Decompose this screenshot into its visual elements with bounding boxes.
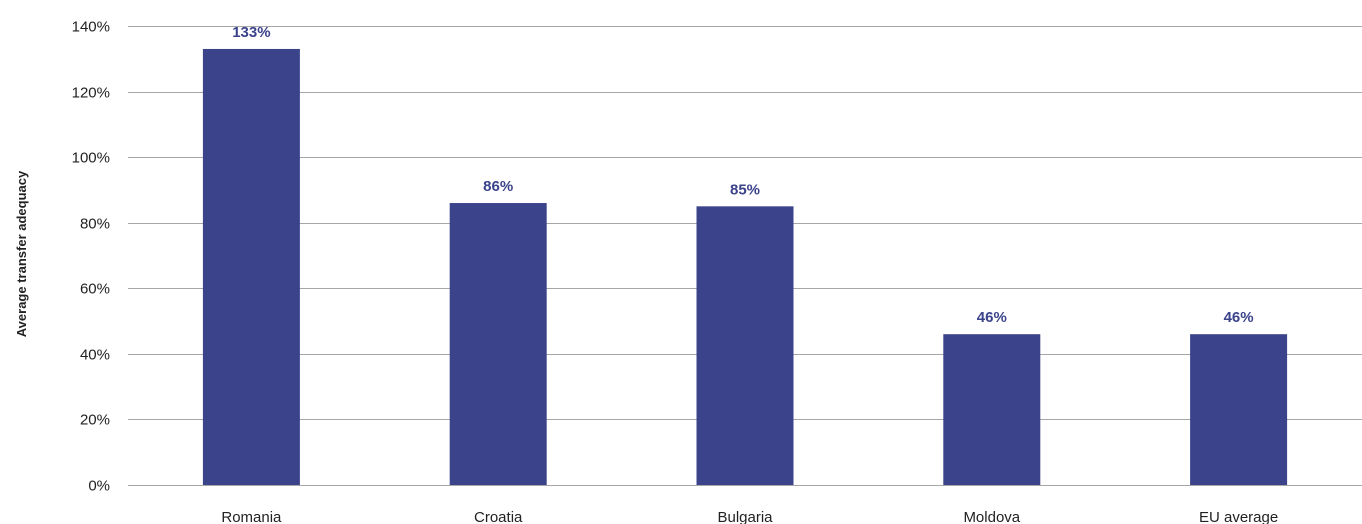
bar-croatia <box>449 203 547 486</box>
bar-bulgaria <box>696 206 794 486</box>
x-category-label: Moldova <box>963 509 1020 524</box>
y-axis-tick-labels: 0% 20% 40% 60% 80% 100% 120% 140% <box>72 19 110 495</box>
data-label: 86% <box>483 178 513 195</box>
data-labels: 133% 86% 85% 46% 46% <box>232 24 1253 326</box>
y-tick-label: 140% <box>72 19 110 36</box>
bars <box>202 48 1288 486</box>
x-category-label: EU average <box>1199 509 1278 524</box>
y-tick-label: 0% <box>88 478 110 495</box>
x-axis-category-labels: Romania Croatia Bulgaria Moldova EU average <box>221 509 1278 524</box>
x-category-label: Bulgaria <box>717 509 773 524</box>
y-tick-label: 40% <box>80 347 110 364</box>
y-tick-label: 20% <box>80 412 110 429</box>
x-category-label: Romania <box>221 509 282 524</box>
bar-moldova <box>943 334 1041 485</box>
y-tick-label: 100% <box>72 150 110 167</box>
data-label: 133% <box>232 24 270 41</box>
bar-eu-average <box>1190 334 1288 485</box>
y-tick-label: 120% <box>72 85 110 102</box>
y-axis-title: Average transfer adequacy <box>14 170 29 337</box>
data-label: 85% <box>730 181 760 198</box>
data-label: 46% <box>977 309 1007 326</box>
data-label: 46% <box>1224 309 1254 326</box>
y-tick-label: 80% <box>80 216 110 233</box>
y-tick-label: 60% <box>80 281 110 298</box>
x-category-label: Croatia <box>474 509 523 524</box>
bar-romania <box>202 48 300 485</box>
